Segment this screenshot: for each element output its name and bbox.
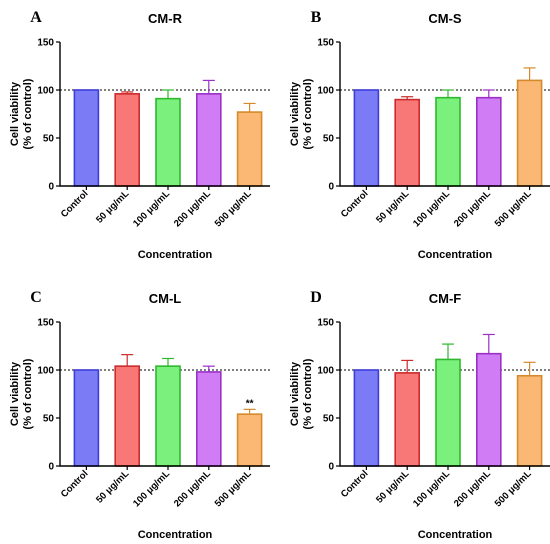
bar bbox=[435, 96, 461, 187]
y-axis-label-line: Cell viability bbox=[9, 361, 21, 426]
y-axis-label: Cell viability (% of control) bbox=[9, 78, 34, 149]
bar bbox=[236, 413, 263, 467]
x-tick-label: 500 μg/mL bbox=[213, 188, 254, 229]
panel-letter: B bbox=[311, 9, 322, 26]
bar bbox=[353, 369, 380, 467]
bar bbox=[353, 89, 380, 187]
bar bbox=[196, 371, 222, 467]
panel-title: CM-S bbox=[428, 11, 462, 26]
y-axis-label-line: (% of control) bbox=[22, 78, 34, 149]
x-tick-label: Control bbox=[339, 188, 371, 220]
y-axis-label-line: Cell viability bbox=[9, 81, 21, 146]
y-tick-label: 150 bbox=[37, 38, 54, 49]
x-tick-label: Control bbox=[59, 188, 91, 220]
bar bbox=[236, 111, 263, 187]
panel-title: CM-L bbox=[149, 291, 182, 306]
x-tick-label: 500 μg/mL bbox=[493, 468, 534, 509]
x-axis-label: Concentration bbox=[138, 529, 213, 541]
y-axis-label-line: (% of control) bbox=[302, 78, 314, 149]
panel-letter: A bbox=[30, 9, 42, 26]
bar bbox=[516, 79, 543, 187]
bar bbox=[394, 98, 420, 187]
y-tick-label: 0 bbox=[328, 462, 334, 473]
x-tick-label: 50 μg/mL bbox=[374, 468, 411, 505]
bar bbox=[435, 358, 461, 467]
y-tick-label: 50 bbox=[43, 134, 55, 145]
y-axis-label: Cell viability (% of control) bbox=[9, 358, 34, 429]
x-tick-label: 100 μg/mL bbox=[131, 468, 172, 509]
x-tick-label: 50 μg/mL bbox=[374, 188, 411, 225]
y-tick-label: 150 bbox=[317, 318, 334, 329]
bar bbox=[73, 369, 100, 467]
y-tick-label: 0 bbox=[48, 182, 54, 193]
x-tick-label: 50 μg/mL bbox=[94, 468, 131, 505]
y-tick-label: 100 bbox=[37, 86, 54, 97]
y-axis-label-line: (% of control) bbox=[302, 358, 314, 429]
x-tick-label: Control bbox=[59, 468, 91, 500]
y-tick-label: 150 bbox=[37, 318, 54, 329]
y-axis-label-line: Cell viability bbox=[289, 81, 301, 146]
y-axis-label-line: Cell viability bbox=[289, 361, 301, 426]
x-tick-label: 200 μg/mL bbox=[172, 468, 213, 509]
x-tick-label: 200 μg/mL bbox=[172, 188, 213, 229]
x-tick-label: 50 μg/mL bbox=[94, 188, 131, 225]
y-axis-label: Cell viability (% of control) bbox=[289, 78, 314, 149]
y-tick-label: 100 bbox=[317, 86, 334, 97]
x-axis-label: Concentration bbox=[138, 249, 213, 261]
x-tick-label: Control bbox=[339, 468, 371, 500]
y-tick-label: 100 bbox=[317, 366, 334, 377]
panel-title: CM-F bbox=[429, 291, 462, 306]
y-axis-label-line: (% of control) bbox=[22, 358, 34, 429]
panel-letter: C bbox=[30, 289, 42, 306]
x-tick-label: 200 μg/mL bbox=[452, 468, 493, 509]
x-axis-label: Concentration bbox=[418, 249, 493, 261]
bar bbox=[155, 97, 181, 187]
panel-letter: D bbox=[310, 289, 322, 306]
y-axis-label: Cell viability (% of control) bbox=[289, 358, 314, 429]
chart-panel-d: D CM-F Cell viability (% of control) Control… bbox=[289, 289, 550, 541]
y-tick-label: 50 bbox=[323, 134, 335, 145]
significance-marker: ** bbox=[246, 398, 254, 409]
bar bbox=[476, 96, 502, 187]
x-tick-label: 100 μg/mL bbox=[411, 188, 452, 229]
panel-title: CM-R bbox=[148, 11, 183, 26]
bar bbox=[73, 89, 100, 187]
chart-panel-a: A CM-R Cell viability (% of control) Control… bbox=[9, 9, 270, 261]
chart-panel-b: B CM-S Cell viability (% of control) Control… bbox=[289, 9, 550, 261]
y-tick-label: 0 bbox=[328, 182, 334, 193]
y-tick-label: 50 bbox=[43, 414, 55, 425]
x-tick-label: 500 μg/mL bbox=[213, 468, 254, 509]
bar bbox=[516, 374, 543, 467]
y-tick-label: 0 bbox=[48, 462, 54, 473]
x-tick-label: 100 μg/mL bbox=[131, 188, 172, 229]
bar bbox=[114, 365, 140, 467]
x-tick-label: 200 μg/mL bbox=[452, 188, 493, 229]
bar bbox=[476, 352, 502, 467]
y-tick-label: 50 bbox=[323, 414, 335, 425]
x-tick-label: 500 μg/mL bbox=[493, 188, 534, 229]
bar bbox=[155, 365, 181, 467]
bar bbox=[114, 93, 140, 187]
chart-panel-c: C CM-L Cell viability (% of control) Control… bbox=[9, 289, 270, 541]
x-tick-label: 100 μg/mL bbox=[411, 468, 452, 509]
bar bbox=[196, 93, 222, 187]
y-tick-label: 150 bbox=[317, 38, 334, 49]
bar bbox=[394, 372, 420, 467]
y-tick-label: 100 bbox=[37, 366, 54, 377]
x-axis-label: Concentration bbox=[418, 529, 493, 541]
